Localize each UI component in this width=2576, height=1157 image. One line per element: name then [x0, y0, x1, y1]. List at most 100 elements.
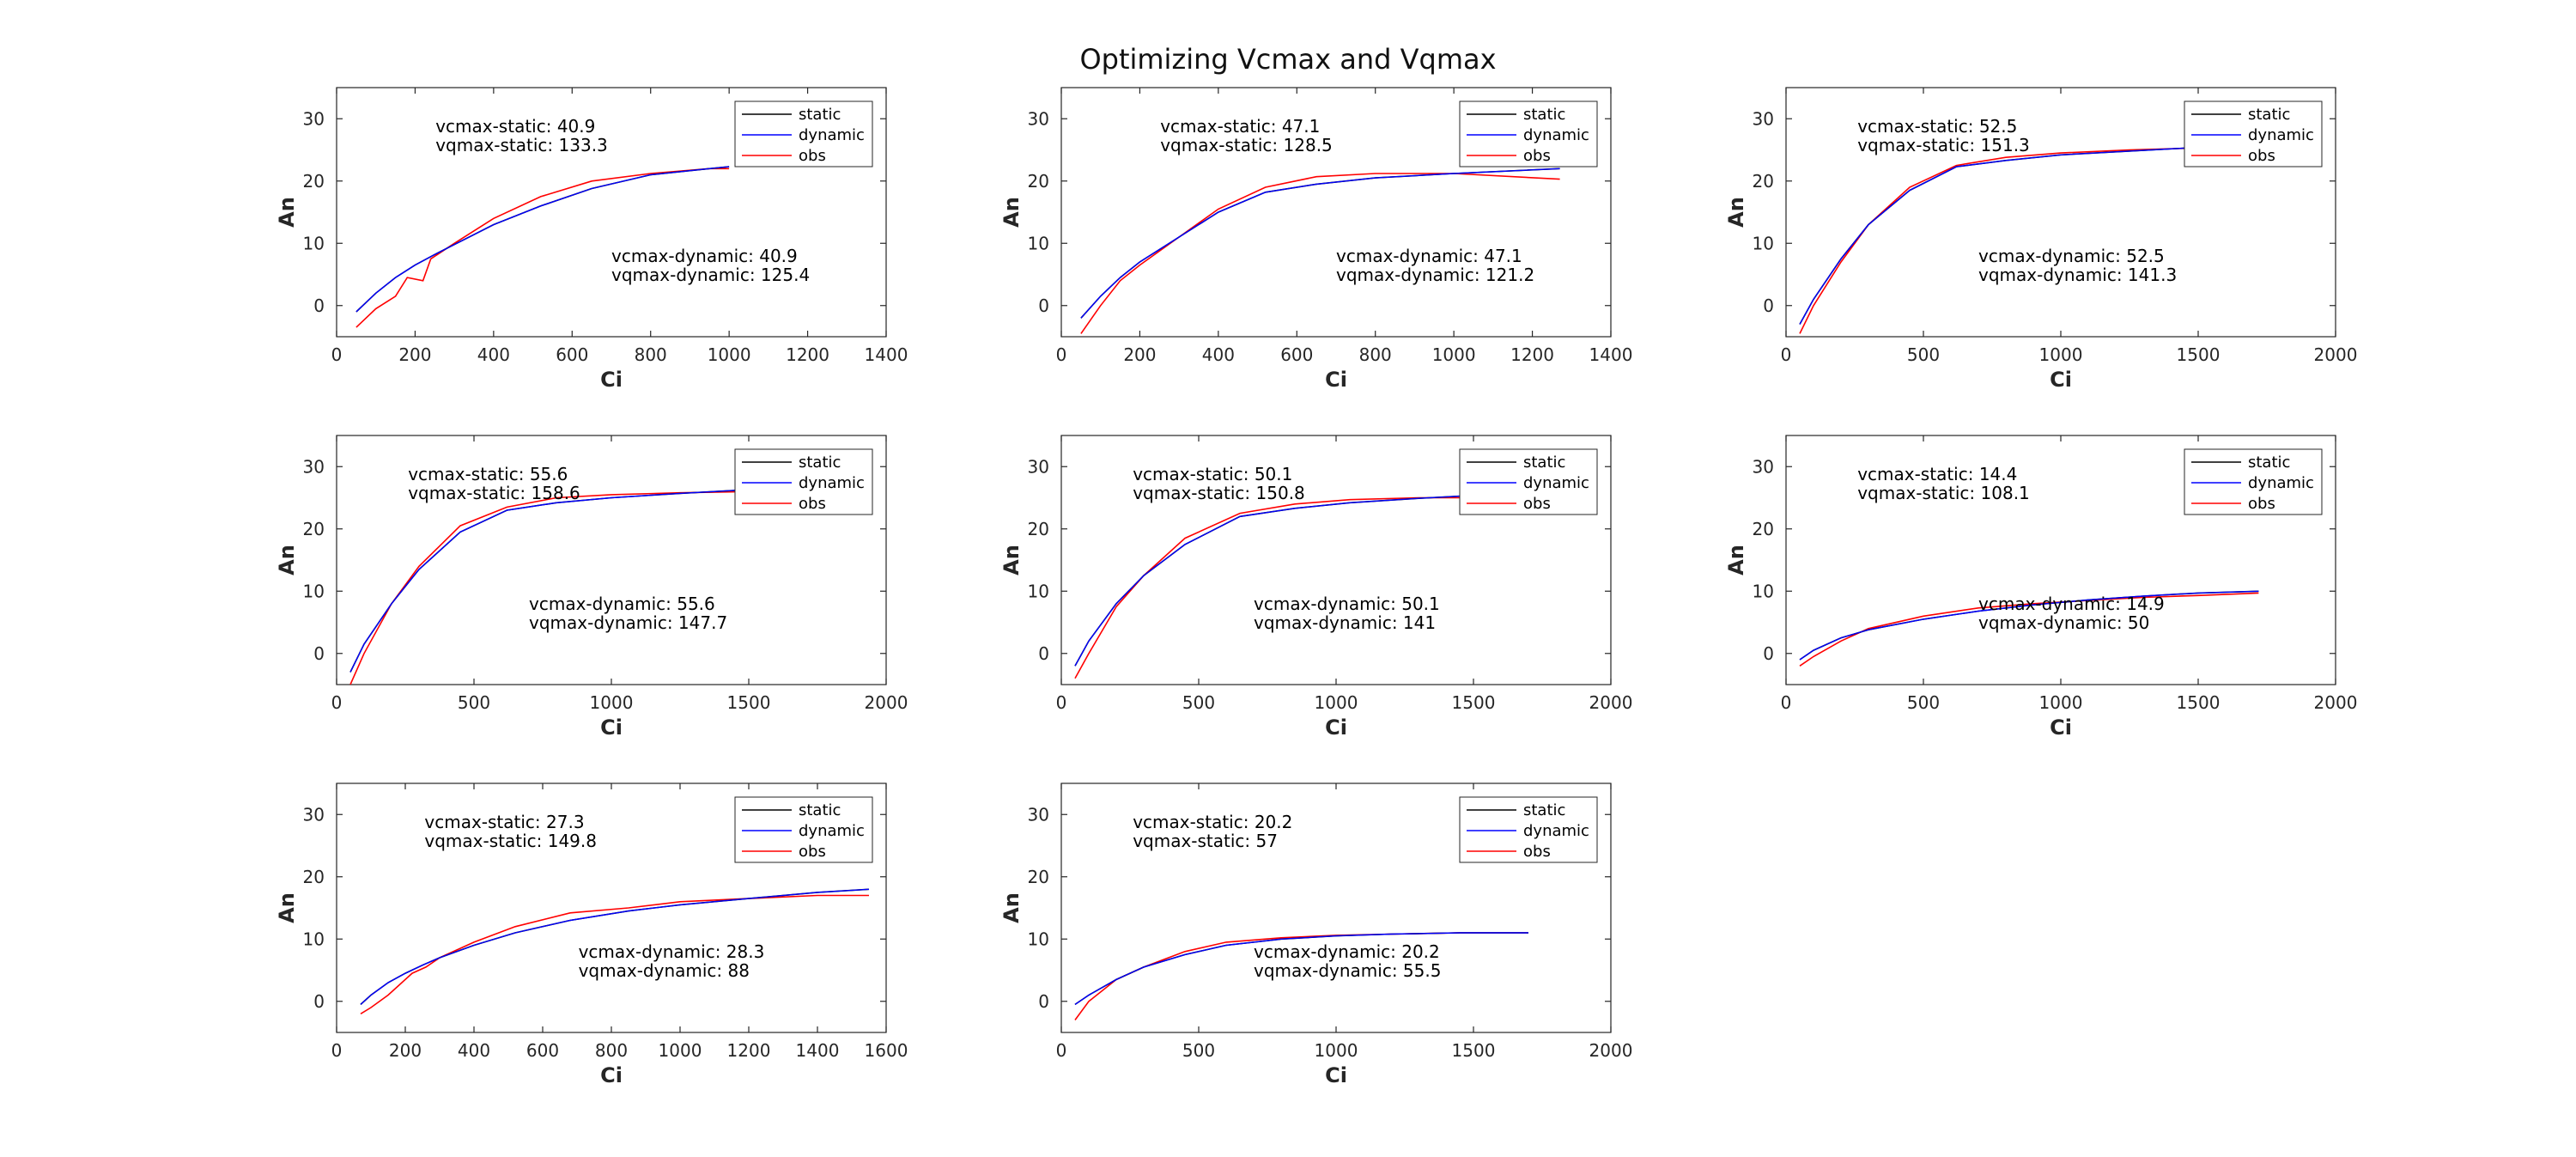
annotation-static: vcmax-static: 14.4	[1857, 464, 2017, 484]
legend-label-static: static	[1523, 801, 1565, 819]
x-tick-label: 0	[1781, 692, 1792, 713]
x-tick-label: 2000	[2314, 692, 2358, 713]
y-tick-label: 20	[1028, 867, 1049, 887]
annotation-static: vcmax-static: 55.6	[408, 464, 568, 484]
legend-label-obs: obs	[1523, 495, 1551, 513]
y-tick-label: 30	[303, 804, 325, 825]
x-axis-label: Ci	[2050, 368, 2072, 392]
x-tick-label: 200	[398, 344, 431, 365]
x-tick-label: 1000	[1315, 1040, 1358, 1061]
legend-label-static: static	[1523, 454, 1565, 472]
annotation-static: vcmax-static: 50.1	[1133, 464, 1292, 484]
annotation-static: vqmax-static: 133.3	[435, 135, 608, 155]
legend-label-dynamic: dynamic	[799, 474, 865, 492]
y-tick-label: 30	[1753, 456, 1774, 477]
y-tick-label: 0	[313, 295, 325, 316]
series-line-dynamic	[349, 484, 832, 673]
y-tick-label: 30	[303, 108, 325, 129]
y-tick-label: 30	[1028, 804, 1049, 825]
legend-box	[1459, 448, 1598, 515]
legend-label-dynamic: dynamic	[799, 822, 865, 840]
x-tick-label: 1200	[786, 344, 829, 365]
legend: static dynamic obs	[1459, 796, 1598, 863]
annotation-dynamic: vqmax-dynamic: 125.4	[611, 265, 810, 285]
subplot-8: 0 500 1000 1500 2000 0 10 20 30 Ci An vcmax-static:…	[999, 782, 1633, 1087]
x-tick-label: 0	[1056, 344, 1067, 365]
x-tick-label: 2000	[1589, 1040, 1633, 1061]
y-tick-label: 0	[1038, 991, 1049, 1012]
annotation-dynamic: vcmax-dynamic: 14.9	[1978, 594, 2165, 614]
legend-label-dynamic: dynamic	[1523, 126, 1589, 144]
legend-label-static: static	[799, 801, 841, 819]
y-tick-label: 30	[1028, 108, 1049, 129]
y-tick-label: 20	[303, 519, 325, 539]
annotation-static: vqmax-static: 108.1	[1857, 483, 2030, 503]
y-tick-label: 20	[1753, 171, 1774, 192]
x-tick-label: 400	[477, 344, 510, 365]
legend-label-static: static	[799, 454, 841, 472]
legend-label-obs: obs	[2248, 147, 2275, 165]
x-axis-label: Ci	[600, 1063, 623, 1087]
series-line-dynamic	[1799, 143, 2268, 325]
x-tick-label: 1000	[2039, 344, 2083, 365]
x-tick-label: 0	[1056, 692, 1067, 713]
y-tick-label: 0	[1038, 295, 1049, 316]
x-tick-label: 1500	[1452, 1040, 1496, 1061]
y-tick-label: 30	[303, 456, 325, 477]
annotation-static: vcmax-static: 52.5	[1857, 116, 2017, 137]
annotation-dynamic: vcmax-dynamic: 20.2	[1254, 941, 1440, 962]
x-tick-label: 500	[1182, 692, 1215, 713]
x-tick-label: 0	[331, 1040, 343, 1061]
y-tick-label: 0	[1038, 643, 1049, 664]
x-tick-label: 1600	[865, 1040, 908, 1061]
y-tick-label: 10	[1753, 581, 1774, 601]
x-tick-label: 1400	[1589, 344, 1633, 365]
y-axis-label: An	[275, 892, 299, 923]
y-tick-label: 10	[303, 233, 325, 253]
x-tick-label: 1000	[590, 692, 634, 713]
x-tick-label: 1500	[2177, 692, 2221, 713]
x-tick-label: 2000	[2314, 344, 2358, 365]
y-tick-label: 10	[1028, 233, 1049, 253]
legend: static dynamic obs	[2184, 448, 2323, 515]
y-axis-label: An	[1724, 197, 1748, 228]
legend-label-obs: obs	[799, 147, 826, 165]
annotation-dynamic: vqmax-dynamic: 147.7	[529, 612, 727, 633]
annotation-dynamic: vcmax-dynamic: 47.1	[1336, 246, 1522, 266]
legend-box	[734, 100, 873, 167]
x-tick-label: 1400	[796, 1040, 840, 1061]
x-tick-label: 0	[1056, 1040, 1067, 1061]
series-line-obs	[1799, 592, 2259, 667]
y-tick-label: 10	[303, 581, 325, 601]
x-tick-label: 1000	[708, 344, 751, 365]
x-tick-label: 500	[1182, 1040, 1215, 1061]
x-tick-label: 1500	[727, 692, 771, 713]
legend: static dynamic obs	[734, 100, 873, 167]
annotation-static: vcmax-static: 47.1	[1160, 116, 1320, 137]
y-tick-label: 20	[1753, 519, 1774, 539]
y-tick-label: 20	[303, 171, 325, 192]
x-tick-label: 500	[1907, 692, 1940, 713]
annotation-dynamic: vcmax-dynamic: 55.6	[529, 594, 715, 614]
x-axis-label: Ci	[1325, 716, 1347, 740]
annotation-dynamic: vqmax-dynamic: 50	[1978, 612, 2149, 633]
y-axis-label: An	[1724, 545, 1748, 575]
x-tick-label: 1500	[1452, 692, 1496, 713]
legend: static dynamic obs	[734, 448, 873, 515]
y-axis-label: An	[275, 197, 299, 228]
legend-label-static: static	[1523, 106, 1565, 124]
legend-label-static: static	[2248, 106, 2290, 124]
y-axis-label: An	[999, 197, 1024, 228]
x-tick-label: 1200	[1510, 344, 1554, 365]
x-tick-label: 1200	[727, 1040, 771, 1061]
legend: static dynamic obs	[2184, 100, 2323, 167]
series-line-dynamic	[1074, 490, 1557, 667]
legend: static dynamic obs	[1459, 100, 1598, 167]
legend-label-dynamic: dynamic	[799, 126, 865, 144]
x-tick-label: 500	[458, 692, 490, 713]
series-line-obs	[360, 894, 869, 1014]
annotation-dynamic: vqmax-dynamic: 141.3	[1978, 265, 2177, 285]
series-line-dynamic	[1080, 167, 1560, 319]
y-tick-label: 0	[313, 991, 325, 1012]
y-tick-label: 0	[1763, 643, 1774, 664]
